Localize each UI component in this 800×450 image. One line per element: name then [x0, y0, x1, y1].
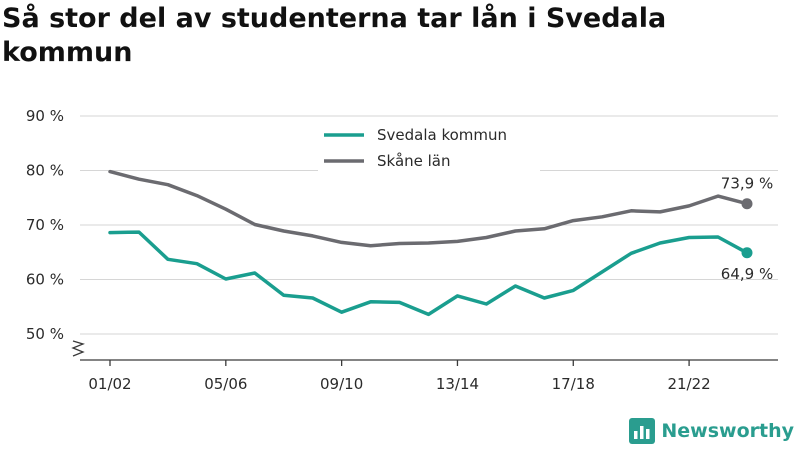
newsworthy-logo-icon — [629, 418, 656, 444]
end-point-marker — [741, 247, 753, 259]
x-tick-label: 05/06 — [204, 375, 247, 393]
end-value-label: 64,9 % — [721, 265, 773, 283]
x-tick-label: 21/22 — [667, 375, 710, 393]
y-tick-label: 70 % — [26, 216, 64, 234]
legend: Svedala kommun Skåne län — [318, 122, 540, 174]
y-tick-label: 60 % — [26, 271, 64, 289]
brand-name: Newsworthy — [661, 420, 794, 442]
x-tick-label: 17/18 — [552, 375, 595, 393]
x-axis — [71, 340, 778, 361]
legend-label: Svedala kommun — [377, 126, 507, 144]
grid-lines — [80, 115, 778, 335]
chart-title: Så stor del av studenterna tar lån i Sve… — [2, 3, 667, 68]
series-line — [108, 230, 749, 317]
y-axis-ticks: 50 % 60 % 70 % 80 % 90 % — [26, 107, 64, 343]
series-end-markers: 64,9 % 73,9 % — [721, 175, 773, 283]
series-line — [108, 169, 749, 248]
x-tick-label: 13/14 — [436, 375, 479, 393]
y-tick-label: 80 % — [26, 162, 64, 180]
x-tick-label: 01/02 — [88, 375, 131, 393]
x-tick-label: 09/10 — [320, 375, 363, 393]
brand-logo: Newsworthy — [629, 418, 794, 444]
end-value-label: 73,9 % — [721, 175, 773, 193]
end-point-marker — [741, 198, 753, 210]
legend-label: Skåne län — [377, 152, 451, 170]
legend-background — [318, 122, 540, 174]
axis-break-mark — [71, 340, 85, 357]
x-axis-ticks: 01/02 05/06 09/10 13/14 17/18 21/22 — [88, 360, 711, 393]
y-tick-label: 50 % — [26, 325, 64, 343]
series-lines — [108, 169, 749, 317]
y-tick-label: 90 % — [26, 107, 64, 125]
